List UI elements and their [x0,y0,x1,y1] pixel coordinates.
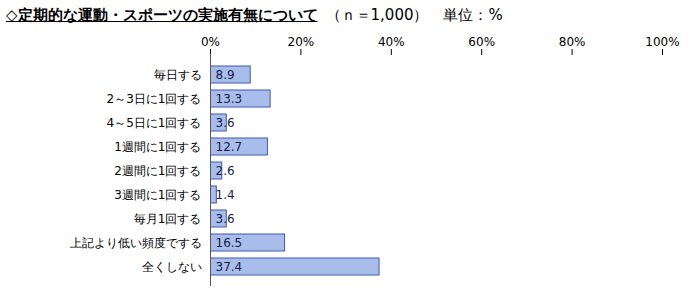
svg-text:上記より低い頻度でする: 上記より低い頻度でする [70,236,202,250]
svg-text:12.7: 12.7 [216,140,243,154]
svg-text:2.6: 2.6 [216,164,235,178]
svg-text:3.6: 3.6 [216,116,235,130]
svg-text:1.4: 1.4 [216,188,235,202]
svg-text:80%: 80% [559,35,586,49]
svg-text:3.6: 3.6 [216,212,235,226]
svg-text:40%: 40% [378,35,405,49]
html-text:◇定期的な運動・スポーツの実施有無について: ◇定期的な運動・スポーツの実施有無について [6,5,318,24]
svg-text:2～3日に1回する: 2～3日に1回する [107,92,202,106]
svg-text:1週間に1回する: 1週間に1回する [114,140,201,154]
svg-text:16.5: 16.5 [216,236,243,250]
svg-text:3週間に1回する: 3週間に1回する [114,188,201,202]
svg-text:13.3: 13.3 [216,92,243,106]
svg-text:4～5日に1回する: 4～5日に1回する [107,116,202,130]
svg-text:0%: 0% [201,35,220,49]
svg-text:8.9: 8.9 [216,68,235,82]
svg-text:全くしない: 全くしない [142,260,202,274]
svg-text:毎月1回する: 毎月1回する [134,212,202,226]
html-text:（ｎ＝1,000） 単位：%: （ｎ＝1,000） 単位：% [325,5,503,24]
svg-text:60%: 60% [468,35,495,49]
svg-text:毎日する: 毎日する [154,68,202,82]
svg-text:2週間に1回する: 2週間に1回する [114,164,201,178]
svg-text:20%: 20% [288,35,315,49]
svg-text:100%: 100% [645,35,679,49]
svg-text:37.4: 37.4 [216,260,243,274]
